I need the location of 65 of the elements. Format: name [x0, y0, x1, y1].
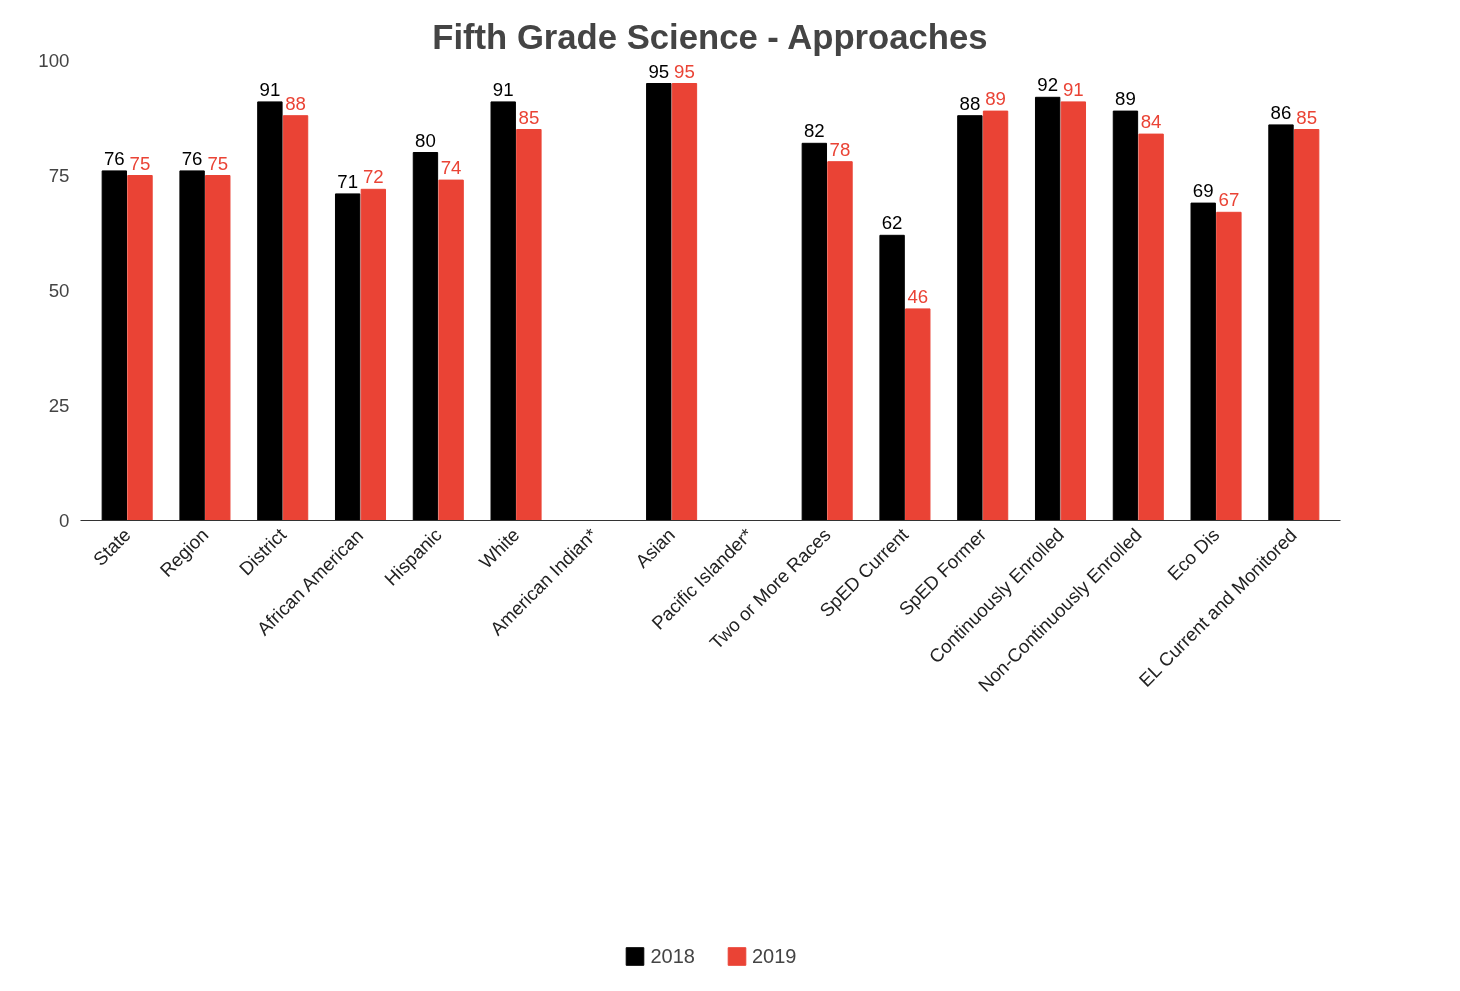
y-tick-label: 0: [59, 510, 70, 531]
bar: [490, 101, 516, 521]
bar: [438, 179, 464, 521]
bar: [127, 175, 153, 521]
data-label: 78: [829, 138, 851, 160]
data-label: 80: [415, 129, 436, 151]
bar: [1293, 129, 1320, 521]
data-label: 75: [129, 152, 151, 174]
data-label: 95: [674, 60, 695, 82]
data-label: 92: [1037, 74, 1059, 96]
data-label: 75: [207, 152, 229, 174]
bar: [1112, 110, 1139, 521]
data-label: 85: [518, 106, 540, 128]
legend-label: 2018: [650, 944, 695, 968]
chart-title: Fifth Grade Science - Approaches: [432, 17, 988, 56]
bar: [671, 83, 698, 521]
bar: [360, 188, 387, 521]
data-label: 82: [803, 120, 825, 142]
data-label: 91: [259, 78, 281, 100]
bar: [334, 193, 361, 521]
data-label: 86: [1270, 101, 1292, 123]
data-label: 95: [648, 60, 670, 82]
data-label: 84: [1140, 111, 1162, 133]
bar: [801, 142, 828, 521]
data-label: 85: [1296, 106, 1318, 128]
bar: [646, 83, 672, 521]
data-label: 46: [907, 285, 929, 307]
data-label: 89: [985, 88, 1006, 110]
data-label: 71: [337, 170, 359, 192]
data-label: 91: [492, 78, 514, 100]
y-tick-label: 25: [48, 395, 70, 416]
data-label: 74: [440, 157, 462, 179]
bar: [957, 115, 983, 521]
bar: [1138, 133, 1164, 521]
data-label: 91: [1062, 78, 1084, 100]
data-label: 62: [881, 212, 903, 234]
x-tick-label: Eco Dis: [1163, 524, 1224, 585]
bar: [257, 101, 283, 521]
data-label: 89: [1115, 88, 1136, 110]
bar: [179, 170, 205, 521]
bar: [827, 161, 853, 521]
bar: [1216, 211, 1242, 521]
bar: [879, 234, 905, 521]
bar: [905, 308, 931, 521]
data-label: 76: [181, 147, 203, 169]
bar: [516, 129, 542, 521]
bar: [1268, 124, 1294, 521]
bar: [1190, 202, 1216, 521]
bar: [982, 110, 1009, 521]
data-label: 67: [1218, 189, 1240, 211]
bar: [1060, 101, 1087, 521]
data-label: 88: [959, 92, 981, 114]
data-label: 72: [362, 166, 384, 188]
bar: [282, 115, 309, 521]
y-tick-label: 100: [38, 50, 70, 71]
bar: [412, 152, 439, 521]
data-label: 76: [103, 147, 125, 169]
legend-label: 2019: [752, 944, 797, 968]
bar: [205, 175, 231, 521]
y-tick-label: 75: [48, 165, 70, 186]
y-tick-label: 50: [48, 280, 70, 301]
bar: [101, 170, 128, 521]
data-label: 69: [1192, 180, 1214, 202]
data-label: 88: [285, 92, 306, 114]
bar: [1034, 96, 1061, 521]
